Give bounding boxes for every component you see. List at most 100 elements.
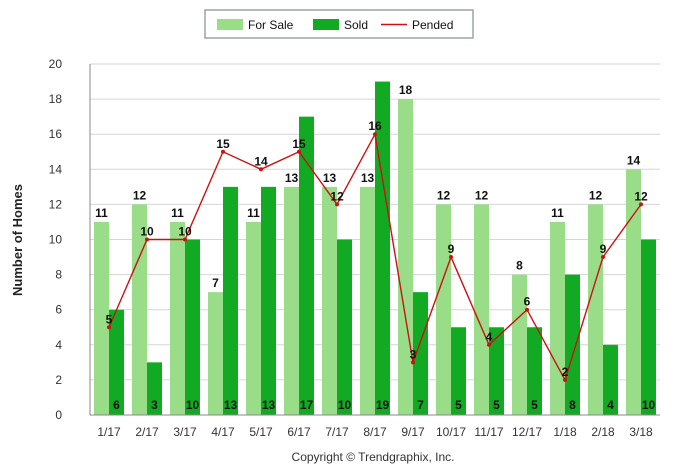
pended-value-label: 6 bbox=[524, 295, 531, 309]
pended-value-label: 12 bbox=[634, 189, 648, 203]
for-sale-value-label: 12 bbox=[437, 188, 451, 202]
pended-line bbox=[107, 132, 643, 382]
y-tick-label: 14 bbox=[49, 162, 63, 176]
copyright: Copyright © Trendgraphix, Inc. bbox=[292, 450, 455, 464]
sold-value-label: 5 bbox=[455, 398, 462, 412]
x-tick-label: 3/17 bbox=[173, 425, 197, 439]
pended-point bbox=[297, 149, 301, 154]
bar-for-sale bbox=[436, 204, 451, 415]
x-tick-label: 3/18 bbox=[629, 425, 653, 439]
for-sale-value-label: 11 bbox=[171, 206, 184, 220]
for-sale-value-label: 11 bbox=[247, 206, 260, 220]
bar-sold bbox=[337, 239, 352, 415]
pended-value-label: 5 bbox=[106, 312, 113, 326]
x-axis-ticks: 1/17 2/17 3/17 4/17 5/17 6/17 7/17 8/17 9/17 10/1… bbox=[97, 425, 653, 439]
y-tick-label: 10 bbox=[49, 233, 63, 247]
bar-sold bbox=[565, 274, 580, 415]
for-sale-value-label: 8 bbox=[516, 259, 523, 273]
pended-point bbox=[107, 325, 111, 330]
pended-point bbox=[259, 167, 263, 172]
for-sale-value-label: 12 bbox=[475, 188, 489, 202]
bars bbox=[94, 81, 656, 416]
pended-value-label: 12 bbox=[330, 189, 344, 203]
y-tick-label: 16 bbox=[49, 127, 63, 141]
legend: For Sale Sold Pended bbox=[204, 9, 474, 39]
pended-point bbox=[221, 149, 225, 154]
sold-value-label: 19 bbox=[376, 398, 390, 412]
bar-for-sale bbox=[550, 221, 565, 415]
bar-sold bbox=[451, 327, 466, 415]
bar-sold bbox=[223, 186, 238, 415]
pended-value-label: 9 bbox=[448, 242, 455, 256]
y-tick-label: 4 bbox=[55, 338, 62, 352]
bar-sold bbox=[261, 186, 276, 415]
x-tick-label: 7/17 bbox=[325, 425, 349, 439]
bar-for-sale bbox=[512, 274, 527, 415]
bar-sold bbox=[603, 344, 618, 415]
bar-sold bbox=[413, 292, 428, 415]
bar-for-sale bbox=[246, 221, 261, 415]
bar-for-sale bbox=[626, 169, 641, 415]
for-sale-value-label: 12 bbox=[133, 188, 147, 202]
pended-point bbox=[335, 202, 339, 207]
pended-value-label: 15 bbox=[216, 137, 230, 151]
y-tick-label: 18 bbox=[49, 92, 63, 106]
bar-sold bbox=[109, 309, 124, 415]
bar-for-sale bbox=[588, 204, 603, 415]
y-tick-label: 0 bbox=[55, 408, 62, 422]
pended-value-label: 10 bbox=[178, 225, 192, 239]
bar-for-sale bbox=[398, 99, 413, 415]
x-tick-label: 6/17 bbox=[287, 425, 311, 439]
sold-value-label: 10 bbox=[642, 398, 656, 412]
bar-sold bbox=[299, 116, 314, 416]
x-tick-label: 10/17 bbox=[436, 425, 466, 439]
pended-value-label: 15 bbox=[292, 137, 306, 151]
sold-value-label: 10 bbox=[338, 398, 352, 412]
x-tick-label: 11/17 bbox=[474, 425, 503, 439]
x-tick-label: 2/18 bbox=[591, 425, 615, 439]
pended-point bbox=[449, 255, 453, 260]
for-sale-value-label: 11 bbox=[551, 206, 564, 220]
pended-value-label: 2 bbox=[562, 365, 569, 379]
y-tick-label: 2 bbox=[55, 373, 62, 387]
bar-sold bbox=[147, 362, 162, 415]
y-tick-label: 6 bbox=[55, 303, 62, 317]
bar-for-sale bbox=[170, 221, 185, 415]
x-tick-label: 1/18 bbox=[553, 425, 577, 439]
pended-point bbox=[487, 342, 491, 347]
sold-value-label: 4 bbox=[607, 398, 614, 412]
for-sale-value-label: 13 bbox=[323, 171, 337, 185]
y-tick-label: 12 bbox=[49, 197, 63, 211]
pended-point bbox=[145, 237, 149, 242]
for-sale-value-label: 7 bbox=[212, 276, 219, 290]
bar-sold bbox=[489, 327, 504, 415]
sold-value-label: 3 bbox=[151, 398, 158, 412]
y-tick-label: 20 bbox=[49, 57, 63, 71]
for-sale-value-label: 14 bbox=[627, 153, 641, 167]
x-tick-label: 8/17 bbox=[363, 425, 387, 439]
x-tick-label: 9/17 bbox=[401, 425, 425, 439]
legend-label-pended: Pended bbox=[412, 18, 453, 32]
pended-value-label: 3 bbox=[410, 347, 417, 361]
bar-sold bbox=[641, 239, 656, 415]
bar-for-sale bbox=[360, 186, 375, 415]
pended-point bbox=[601, 255, 605, 260]
pended-point bbox=[563, 377, 567, 382]
x-tick-label: 4/17 bbox=[211, 425, 235, 439]
pended-point bbox=[639, 202, 643, 207]
pended-point bbox=[373, 132, 377, 137]
x-tick-label: 12/17 bbox=[512, 425, 542, 439]
sold-value-label: 10 bbox=[186, 398, 200, 412]
for-sale-value-label: 18 bbox=[399, 83, 413, 97]
sold-value-label: 6 bbox=[113, 398, 120, 412]
pended-value-label: 16 bbox=[368, 119, 382, 133]
data-labels: 11 6 5 12 3 10 11 10 10 7 13 15 11 13 14 13 17 15 13 10 12 13… bbox=[95, 83, 655, 412]
sold-value-label: 5 bbox=[493, 398, 500, 412]
for-sale-value-label: 11 bbox=[95, 206, 108, 220]
for-sale-value-label: 13 bbox=[285, 171, 299, 185]
pended-value-label: 14 bbox=[254, 154, 268, 168]
sold-value-label: 13 bbox=[262, 398, 276, 412]
sold-value-label: 17 bbox=[300, 398, 314, 412]
x-tick-label: 1/17 bbox=[97, 425, 121, 439]
